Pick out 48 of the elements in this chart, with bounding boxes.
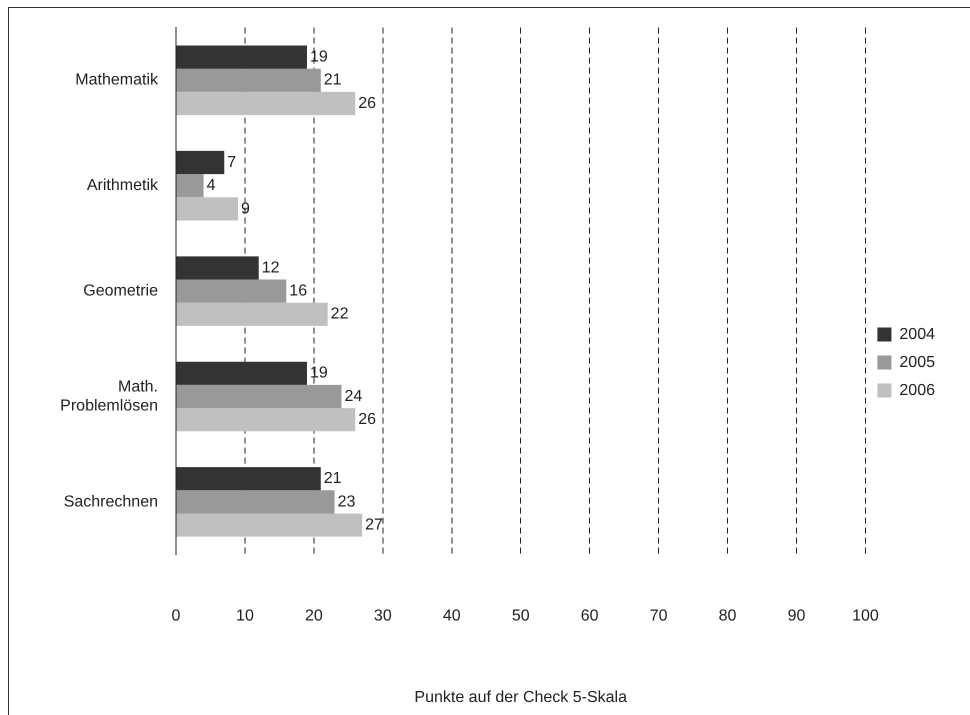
bar <box>176 46 307 69</box>
x-tick-label: 30 <box>374 608 392 625</box>
data-label: 19 <box>310 364 328 382</box>
x-tick-label: 60 <box>580 608 599 625</box>
y-tick-label: Mathematik <box>75 72 159 89</box>
x-tick-label: 20 <box>304 608 323 625</box>
bar <box>176 362 307 385</box>
data-label: 4 <box>206 177 216 194</box>
data-label: 26 <box>358 94 376 112</box>
x-axis-title: Punkte auf der Check 5-Skala <box>414 688 628 706</box>
x-tick-label: 40 <box>442 608 461 625</box>
x-tick-label: 50 <box>512 608 530 625</box>
data-label: 21 <box>324 470 342 488</box>
data-label: 24 <box>344 388 362 405</box>
data-label: 7 <box>227 154 236 171</box>
data-label: 26 <box>358 411 376 428</box>
data-label: 23 <box>338 493 356 510</box>
bar <box>176 174 204 198</box>
bar <box>176 280 286 303</box>
x-tick-label: 100 <box>852 608 879 625</box>
legend-label: 2006 <box>899 382 936 399</box>
bar <box>176 490 335 514</box>
bar <box>176 68 321 92</box>
data-label: 16 <box>289 282 308 300</box>
y-tick-label: Math. Problemlösen <box>60 378 158 415</box>
x-tick-label: 0 <box>172 608 181 625</box>
bar <box>176 513 362 537</box>
legend-label: 2005 <box>899 354 936 371</box>
bar <box>176 302 328 326</box>
bar <box>176 197 238 220</box>
x-tick-label: 90 <box>788 608 806 625</box>
bar <box>176 150 224 174</box>
bar <box>176 92 356 116</box>
x-tick-label: 80 <box>718 608 737 625</box>
data-label: 27 <box>365 516 384 534</box>
bar <box>176 467 321 490</box>
data-label: 21 <box>324 72 342 89</box>
bar <box>176 384 342 408</box>
y-tick-label: Sachrechnen <box>64 493 158 510</box>
data-label: 22 <box>330 306 349 323</box>
y-tick-label: Geometrie <box>83 282 158 300</box>
data-label: 12 <box>262 259 280 276</box>
y-tick-label: Arithmetik <box>86 177 159 194</box>
bar <box>176 408 356 432</box>
x-tick-label: 70 <box>650 608 668 625</box>
bar <box>176 256 259 280</box>
legend-label: 2004 <box>899 326 936 343</box>
x-tick-label: 10 <box>236 608 254 625</box>
